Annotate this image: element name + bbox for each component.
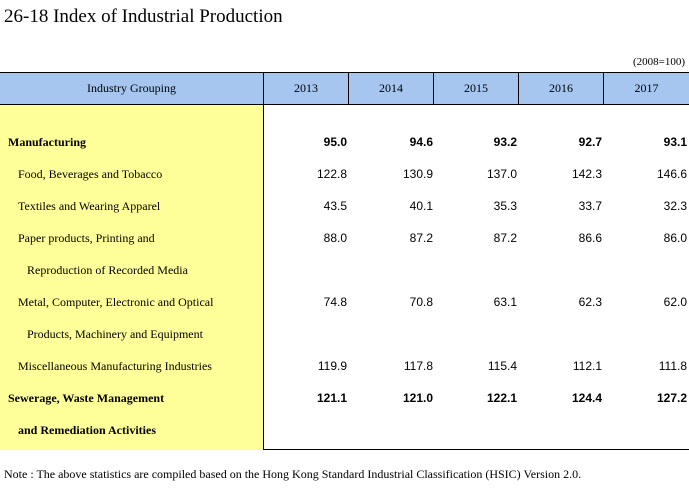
column-header-year: 2017 — [634, 81, 659, 95]
table-cell-value: 121.0 — [402, 391, 433, 405]
column-header-year: 2013 — [264, 73, 349, 104]
table-cell-value: 122.8 — [316, 167, 347, 181]
table-cell-value: 119.9 — [317, 359, 347, 373]
table-cell-value: 87.2 — [493, 231, 517, 245]
table-cell-value: 93.2 — [493, 135, 517, 149]
row-label: Metal, Computer, Electronic and Optical — [18, 295, 214, 309]
table-cell-value: 115.4 — [487, 359, 517, 373]
table-cell-value: 63.1 — [493, 295, 517, 309]
footnote: Note : The above statistics are compiled… — [4, 467, 582, 481]
table-cell-value: 62.3 — [578, 295, 602, 309]
table-cell-value: 86.0 — [663, 231, 687, 245]
row-label-continuation: Products, Machinery and Equipment — [27, 327, 203, 341]
column-header-industry-grouping: Industry Grouping — [0, 73, 264, 104]
table-cell-value: 33.7 — [578, 199, 602, 213]
row-label: Manufacturing — [8, 135, 86, 149]
table-cell-value: 117.8 — [403, 359, 433, 373]
base-year-note: (2008=100) — [632, 56, 685, 68]
row-label: Food, Beverages and Tobacco — [18, 167, 163, 181]
table-stub-column — [0, 105, 264, 450]
column-header-year: 2015 — [434, 73, 519, 104]
table-cell-value: 92.7 — [578, 135, 602, 149]
table-cell-value: 87.2 — [409, 231, 433, 245]
column-header-year: 2014 — [349, 73, 434, 104]
table-cell-value: 111.8 — [658, 359, 687, 373]
row-label-continuation: and Remediation Activities — [18, 423, 156, 437]
column-header-year: 2016 — [519, 73, 604, 104]
page-title: 26-18 Index of Industrial Production — [4, 6, 283, 27]
table-cell-value: 43.5 — [323, 199, 347, 213]
table-cell-value: 88.0 — [323, 231, 347, 245]
row-label: Paper products, Printing and — [18, 231, 155, 245]
table-cell-value: 70.8 — [409, 295, 433, 309]
table-header-row: Industry Grouping 2013 2014 2015 2016 2017 — [0, 73, 689, 105]
row-label-continuation: Reproduction of Recorded Media — [27, 263, 188, 277]
table-cell-value: 121.1 — [316, 391, 347, 405]
row-label: Sewerage, Waste Management — [8, 391, 165, 405]
table-cell-value: 127.2 — [656, 391, 687, 405]
table-cell-value: 62.0 — [663, 295, 687, 309]
table-cell-value: 142.3 — [571, 167, 602, 181]
table-cell-value: 130.9 — [402, 167, 433, 181]
table-cell-value: 146.6 — [656, 167, 687, 181]
table-cell-value: 137.0 — [486, 167, 517, 181]
table-cell-value: 74.8 — [323, 295, 347, 309]
table-cell-value: 124.4 — [571, 391, 602, 405]
row-label: Miscellaneous Manufacturing Industries — [18, 359, 212, 373]
table-cell-value: 35.3 — [493, 199, 517, 213]
table-cell-value: 40.1 — [409, 199, 433, 213]
table-cell-value: 93.1 — [663, 135, 687, 149]
table-cell-value: 112.1 — [572, 359, 602, 373]
table-cell-value: 94.6 — [409, 135, 433, 149]
table-cell-value: 32.3 — [663, 199, 687, 213]
row-label: Textiles and Wearing Apparel — [18, 199, 161, 213]
table-cell-value: 122.1 — [486, 391, 517, 405]
data-table: Industry Grouping 2013 2014 2015 2016 2017 Ma… — [0, 72, 689, 450]
table-cell-value: 95.0 — [323, 135, 347, 149]
table-cell-value: 86.6 — [578, 231, 602, 245]
